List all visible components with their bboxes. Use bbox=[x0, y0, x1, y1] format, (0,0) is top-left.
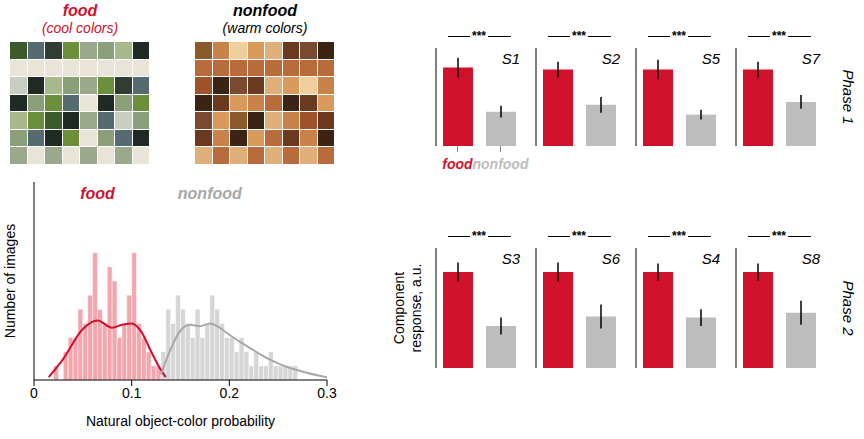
html-text:nonfood: nonfood bbox=[233, 2, 297, 19]
html-text:S8: S8 bbox=[801, 250, 820, 267]
html-text:S3: S3 bbox=[501, 250, 520, 267]
svg-text:0.3: 0.3 bbox=[317, 385, 337, 401]
svg-text:nonfood: nonfood bbox=[178, 185, 243, 202]
svg-text:nonfood: nonfood bbox=[473, 156, 529, 172]
svg-text:Natural object-color probabili: Natural object-color probability bbox=[86, 413, 275, 429]
html-text:S2: S2 bbox=[601, 50, 620, 67]
svg-text:food: food bbox=[442, 156, 473, 172]
svg-text:0.2: 0.2 bbox=[220, 385, 240, 401]
html-text:Phase 1: Phase 1 bbox=[840, 69, 857, 125]
html-text:(cool colors): (cool colors) bbox=[41, 20, 119, 36]
html-text:Phase 2: Phase 2 bbox=[840, 280, 857, 336]
html-text:Component: Component bbox=[391, 271, 407, 345]
html-text:S4: S4 bbox=[701, 250, 720, 267]
html-text:S5: S5 bbox=[701, 50, 720, 67]
html-text:(warm colors): (warm colors) bbox=[222, 20, 308, 36]
html-text:S7: S7 bbox=[801, 50, 820, 67]
svg-text:0: 0 bbox=[30, 385, 38, 401]
html-text:response, a.u.: response, a.u. bbox=[408, 263, 424, 353]
html-text:S6: S6 bbox=[601, 250, 620, 267]
svg-text:food: food bbox=[80, 185, 116, 202]
svg-text:0.1: 0.1 bbox=[122, 385, 142, 401]
html-text:S1: S1 bbox=[501, 50, 520, 67]
svg-text:Number of images: Number of images bbox=[2, 224, 18, 338]
html-text:food: food bbox=[62, 2, 98, 19]
